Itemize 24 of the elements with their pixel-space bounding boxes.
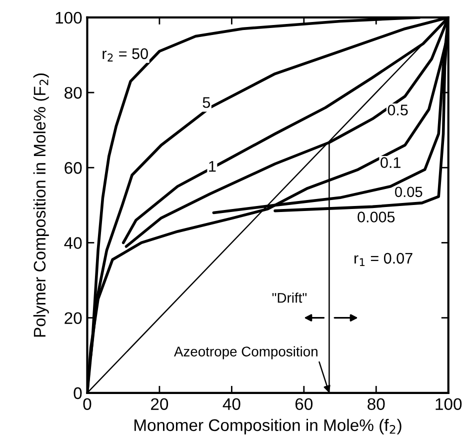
x-tick-label: 0 bbox=[83, 398, 92, 410]
annotation: "Drift" bbox=[272, 292, 307, 303]
y-tick-label: 40 bbox=[64, 237, 82, 249]
series-label: 0.5 bbox=[388, 104, 408, 116]
annotation: Azeotrope Composition bbox=[174, 346, 318, 360]
x-tick-label: 100 bbox=[436, 398, 462, 410]
x-tick-label: 60 bbox=[295, 398, 313, 410]
series-label: r$_{2}$ = 50 bbox=[102, 48, 148, 62]
series-label: 0.1 bbox=[380, 157, 400, 168]
x-tick-label: 20 bbox=[151, 398, 168, 410]
y-tick-label: 20 bbox=[64, 312, 82, 324]
x-tick-label: 80 bbox=[368, 398, 385, 410]
y-tick-label: 100 bbox=[56, 12, 82, 24]
series-label: 1 bbox=[209, 161, 216, 172]
y-axis-title: Polymer Composition in Mole% (F$_{2}$) bbox=[33, 74, 49, 337]
y-tick-label: 0 bbox=[74, 387, 82, 400]
y-tick-label: 60 bbox=[64, 162, 82, 174]
x-axis-title: Monomer Composition in Mole% (f$_{2}$) bbox=[134, 418, 402, 434]
series-label: 0.05 bbox=[395, 186, 422, 198]
series-label: 0.005 bbox=[358, 212, 395, 222]
y-tick-label: 80 bbox=[64, 86, 82, 99]
x-tick-label: 40 bbox=[222, 398, 240, 410]
series-label: 5 bbox=[202, 97, 210, 108]
annotation: r$_{1}$ = 0.07 bbox=[354, 252, 412, 266]
